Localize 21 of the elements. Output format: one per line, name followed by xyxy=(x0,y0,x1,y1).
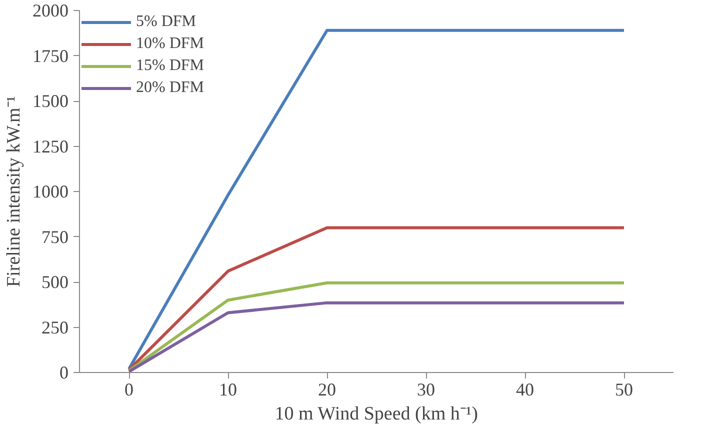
x-tick-label: 40 xyxy=(516,380,534,400)
y-tick-label: 1500 xyxy=(32,91,68,111)
x-tick-label: 10 xyxy=(219,380,237,400)
legend-label: 15% DFM xyxy=(136,57,204,75)
y-axis-title: Fireline intensity kW.m⁻¹ xyxy=(4,96,24,287)
legend-label: 20% DFM xyxy=(136,79,204,97)
x-tick-label: 50 xyxy=(615,380,633,400)
y-tick-label: 1250 xyxy=(32,136,68,156)
y-tick-label: 1000 xyxy=(32,182,68,202)
x-tick-label: 30 xyxy=(417,380,435,400)
x-tick-label: 20 xyxy=(318,380,336,400)
y-tick-label: 500 xyxy=(42,272,68,292)
y-tick-label: 2000 xyxy=(32,0,68,20)
x-tick-label: 0 xyxy=(124,380,134,400)
y-tick-label: 250 xyxy=(42,317,68,338)
y-tick-label: 0 xyxy=(60,362,68,382)
x-axis-title: 10 m Wind Speed (km h⁻¹) xyxy=(274,404,478,424)
y-tick-label: 1750 xyxy=(32,46,68,66)
legend-label: 5% DFM xyxy=(136,13,196,31)
y-tick-label: 750 xyxy=(42,226,68,247)
legend-label: 10% DFM xyxy=(136,35,204,53)
